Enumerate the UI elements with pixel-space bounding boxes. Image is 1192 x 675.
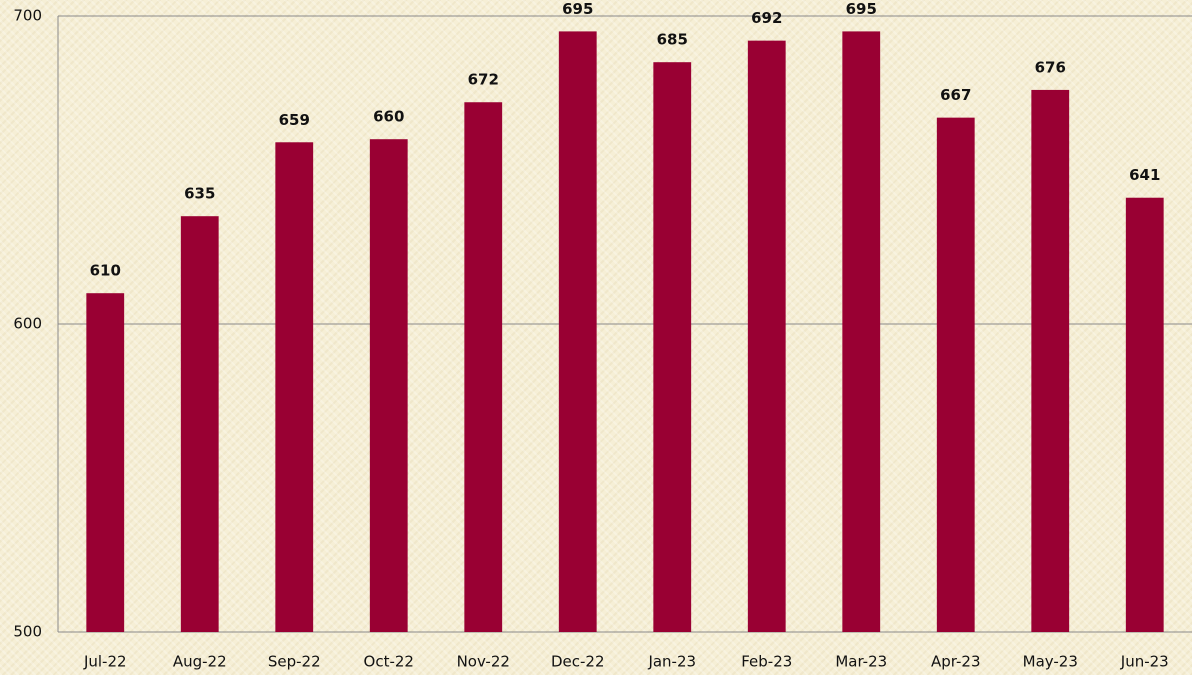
x-tick-label: Apr-23: [931, 653, 981, 671]
x-tick-label: Sep-22: [268, 653, 321, 671]
bar: [842, 31, 881, 632]
value-label: 660: [373, 108, 404, 126]
value-label: 685: [657, 31, 688, 49]
bar: [86, 293, 125, 632]
x-tick-label: Nov-22: [457, 653, 510, 671]
x-tick-label: Oct-22: [364, 653, 414, 671]
value-label: 659: [279, 111, 310, 129]
bar: [275, 142, 314, 632]
value-label: 676: [1035, 58, 1066, 76]
bar: [653, 62, 692, 632]
bar: [1125, 197, 1164, 632]
value-label: 672: [468, 71, 499, 89]
value-label: 610: [90, 262, 121, 280]
bar: [747, 40, 786, 632]
x-tick-label: Mar-23: [835, 653, 887, 671]
y-tick-label: 600: [13, 315, 42, 333]
x-tick-label: Jan-23: [647, 653, 696, 671]
value-label: 667: [940, 86, 971, 104]
bar: [558, 31, 597, 632]
x-tick-label: Jul-22: [83, 653, 127, 671]
x-tick-label: Dec-22: [551, 653, 605, 671]
x-tick-label: Feb-23: [741, 653, 792, 671]
y-tick-label: 700: [13, 7, 42, 25]
value-label: 695: [846, 0, 877, 18]
x-tick-label: Jun-23: [1120, 653, 1169, 671]
y-tick-label: 500: [13, 623, 42, 641]
value-label: 692: [751, 9, 782, 27]
x-tick-label: May-23: [1023, 653, 1078, 671]
bar: [464, 102, 503, 633]
bar: [1031, 89, 1070, 633]
bar: [180, 216, 219, 632]
x-tick-label: Aug-22: [173, 653, 227, 671]
value-label: 635: [184, 185, 215, 203]
bar: [936, 117, 975, 632]
value-label: 695: [562, 0, 593, 18]
value-label: 641: [1129, 166, 1160, 184]
bar: [369, 139, 408, 632]
